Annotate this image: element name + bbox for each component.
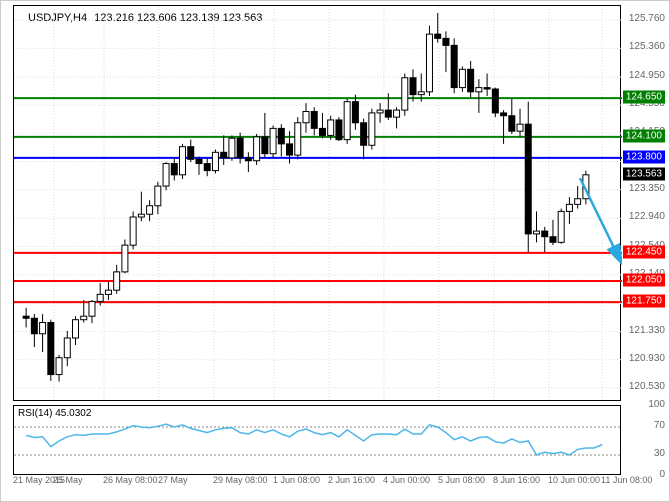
x-tick-label: 11 Jun 08:00	[601, 475, 652, 485]
rsi-tick-label: 30	[654, 448, 665, 459]
y-tick-label: 123.350	[621, 183, 665, 194]
price-y-axis: 120.530120.930121.330121.730122.140122.5…	[621, 5, 665, 401]
rsi-tick-label: 70	[654, 420, 665, 431]
y-tick-label: 125.760	[621, 13, 665, 24]
y-tick-label: 122.940	[621, 211, 665, 222]
x-tick-label: 26 May 08:00	[103, 475, 158, 485]
rsi-panel: RSI(14) 45.0302	[13, 405, 621, 475]
level-label: 124.100	[623, 129, 665, 142]
rsi-y-axis: 03070100	[621, 405, 665, 475]
x-tick-label: 27 May	[158, 475, 188, 485]
level-label: 122.050	[623, 274, 665, 287]
level-label: 123.800	[623, 150, 665, 163]
level-label: 122.450	[623, 245, 665, 258]
y-tick-label: 120.530	[621, 381, 665, 392]
current-price-label: 123.563	[623, 167, 665, 180]
x-tick-label: 5 Jun 08:00	[438, 475, 485, 485]
x-tick-label: 8 Jun 16:00	[493, 475, 540, 485]
main-chart-svg	[14, 6, 622, 402]
x-tick-label: 10 Jun 00:00	[548, 475, 600, 485]
y-tick-label: 120.930	[621, 353, 665, 364]
main-price-chart: USDJPY,H4 123.216 123.606 123.139 123.56…	[13, 5, 621, 401]
level-label: 121.750	[623, 295, 665, 308]
chart-container: USDJPY,H4 123.216 123.606 123.139 123.56…	[0, 0, 670, 502]
x-tick-label: 4 Jun 00:00	[383, 475, 430, 485]
rsi-tick-label: 0	[659, 469, 665, 480]
x-tick-label: 1 Jun 08:00	[273, 475, 320, 485]
rsi-tick-label: 100	[648, 399, 665, 410]
level-label: 124.650	[623, 91, 665, 104]
y-tick-label: 124.950	[621, 70, 665, 81]
time-x-axis: 21 May 201525 May26 May 08:0027 May29 Ma…	[13, 475, 621, 497]
x-tick-label: 2 Jun 16:00	[328, 475, 375, 485]
x-tick-label: 29 May 08:00	[213, 475, 268, 485]
y-tick-label: 121.330	[621, 325, 665, 336]
rsi-svg	[14, 406, 622, 476]
x-tick-label: 25 May	[53, 475, 83, 485]
y-tick-label: 125.360	[621, 41, 665, 52]
